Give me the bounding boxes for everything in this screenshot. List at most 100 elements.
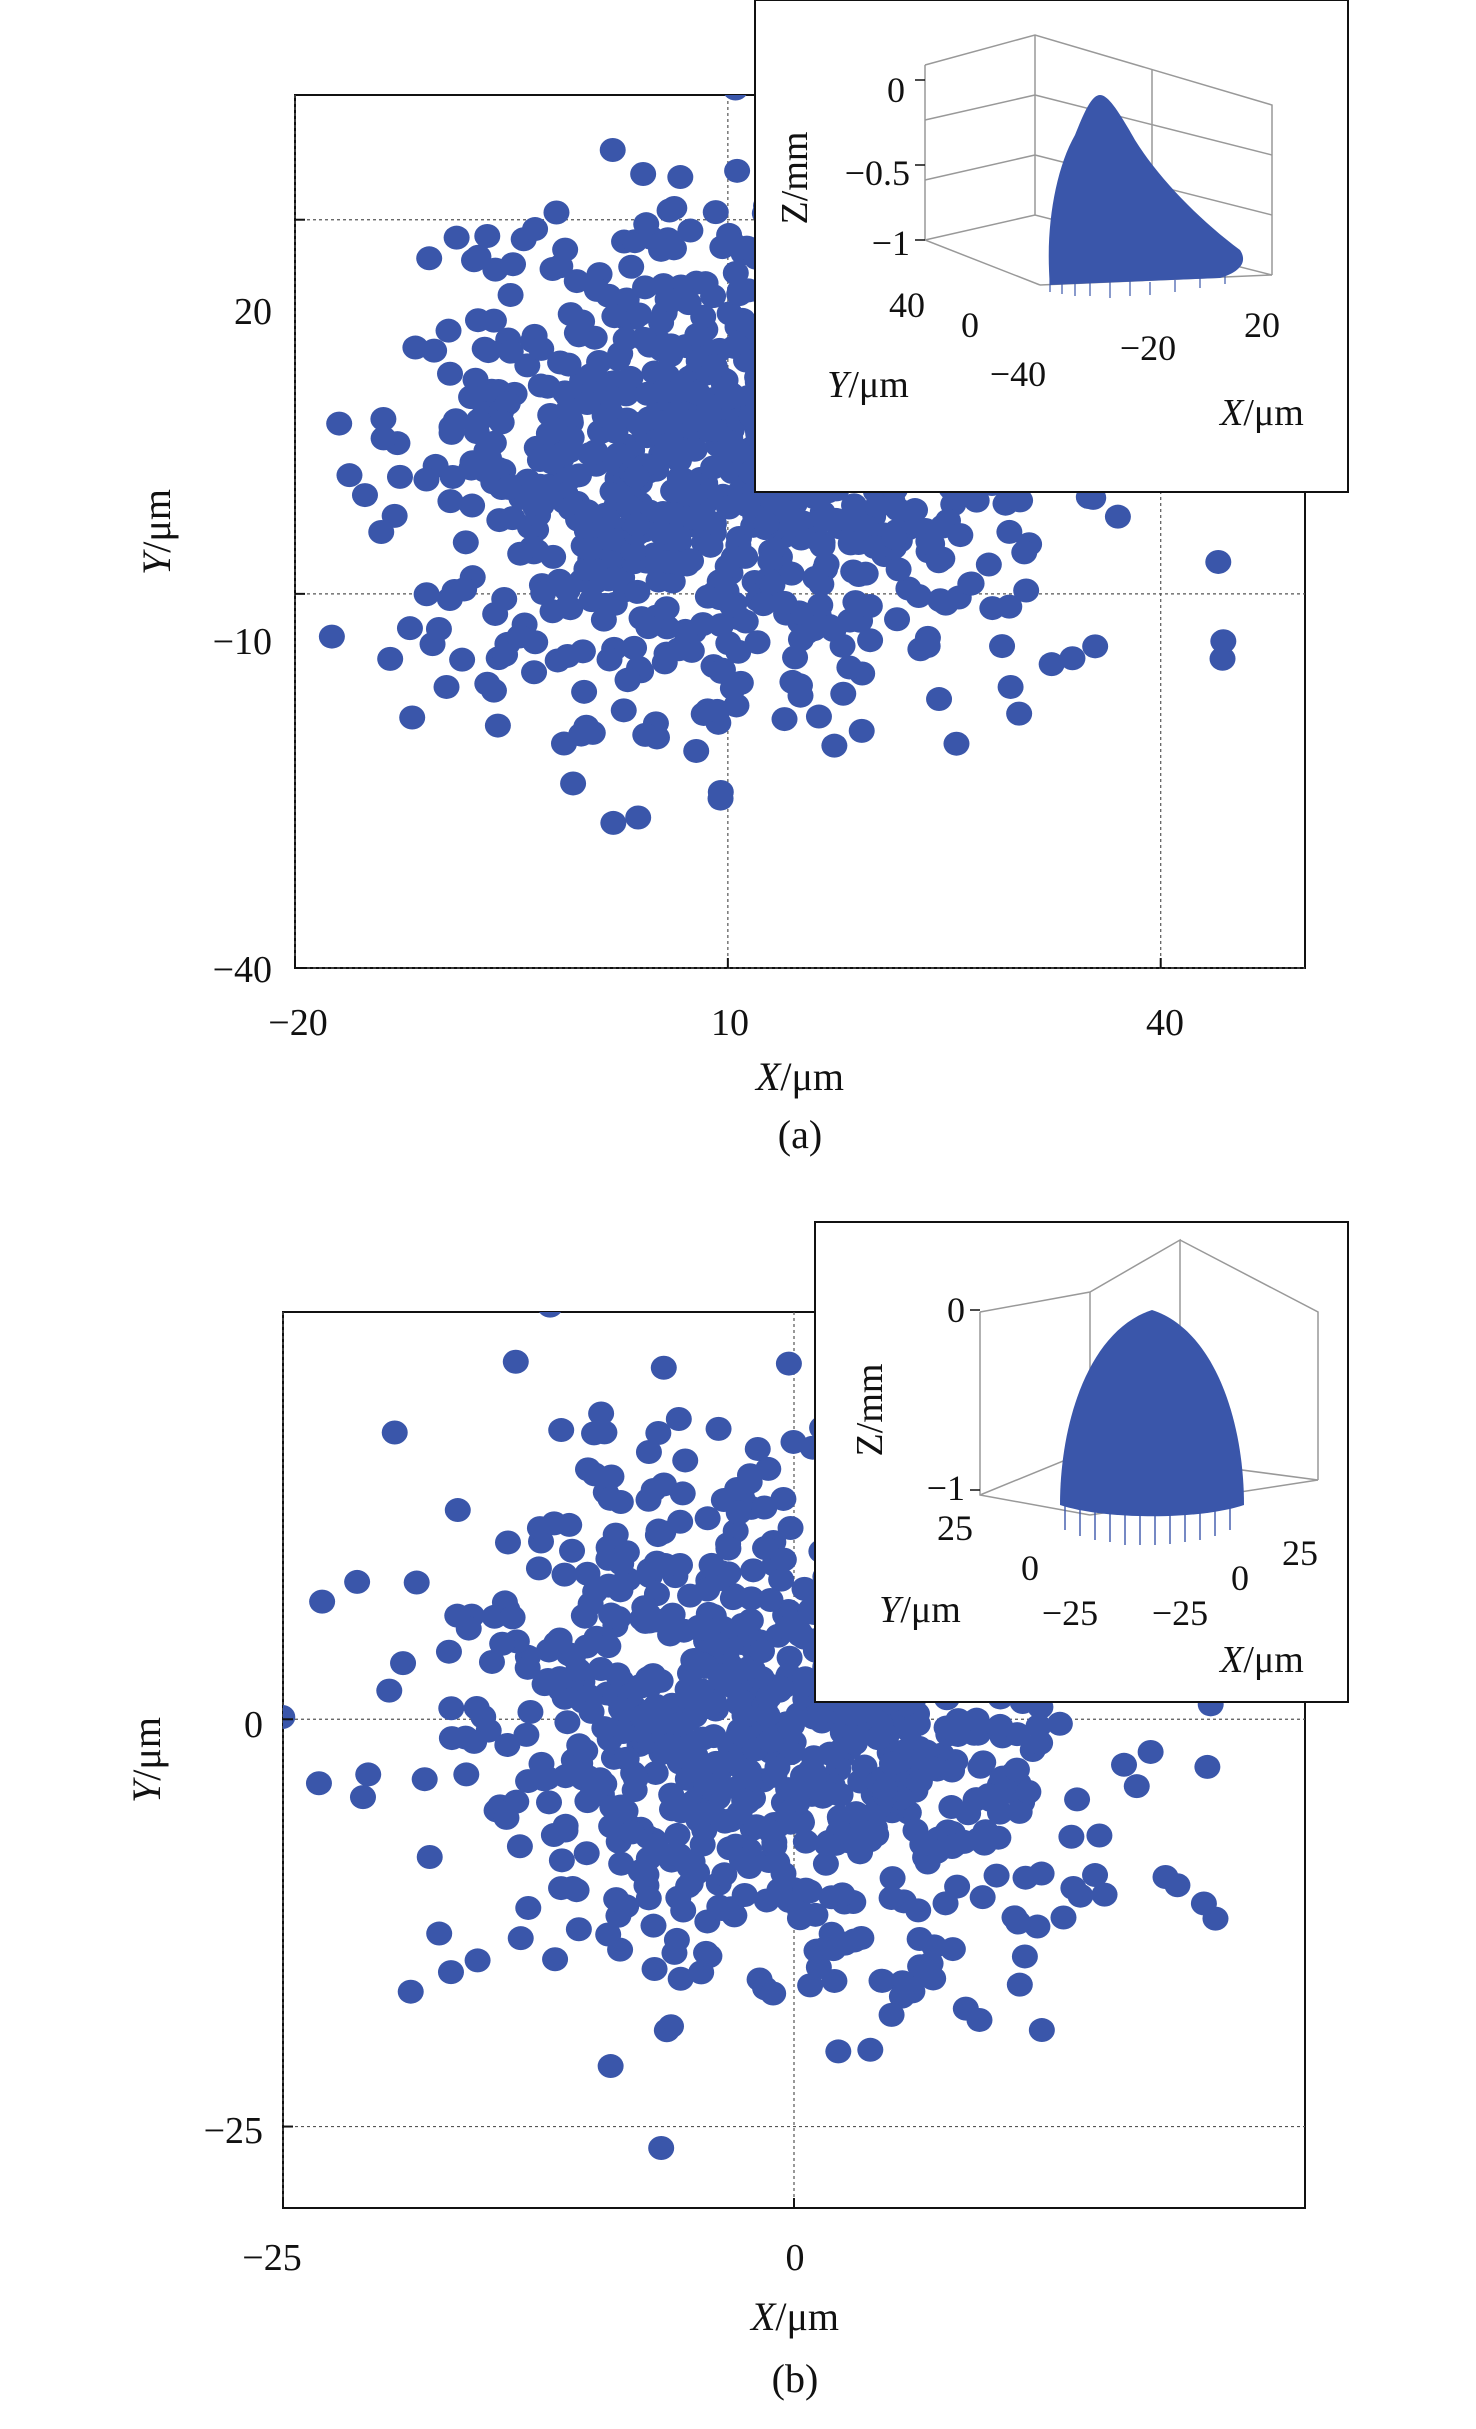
scatter-point [528,336,555,361]
scatter-point [437,489,464,514]
scatter-point [521,660,548,685]
scatter-point [777,1516,804,1541]
scatter-point [452,530,479,555]
scatter-point [1006,701,1033,726]
scatter-point [963,1707,990,1732]
scatter-point [563,269,590,294]
scatter-point [871,1776,898,1801]
scatter-point [574,499,601,524]
scatter-point [885,557,912,582]
scatter-point [552,237,579,262]
scatter-point [607,1578,634,1603]
scatter-point [778,561,805,586]
scatter-point [947,523,974,548]
scatter-point [986,1800,1013,1825]
scatter-point [525,1556,552,1581]
scatter-point [438,1696,465,1721]
scatter-point [635,1846,662,1871]
scatter-point [517,1699,544,1724]
scatter-point [837,531,864,556]
scatter-point [599,1795,626,1820]
scatter-point [1013,578,1040,603]
scatter-point [653,641,680,666]
scatter-point [697,1692,724,1717]
scatter-point [774,1615,801,1640]
scatter-point [752,1536,779,1561]
scatter-point [640,1477,667,1502]
scatter-point [768,1567,795,1592]
scatter-point [645,1518,672,1543]
scatter-point [921,1934,948,1959]
scatter-point [772,499,799,524]
scatter-point [548,1876,575,1901]
scatter-point [681,437,708,462]
scatter-point [705,1416,732,1441]
tick-marks-b [282,1718,795,2208]
scatter-point [836,655,863,680]
scatter-point [711,1862,738,1887]
scatter-point [726,1800,753,1825]
scatter-point [1210,629,1237,654]
scatter-point [349,1785,376,1810]
scatter-point [574,391,601,416]
scatter-point [396,616,423,641]
scatter-point [1006,1972,1033,1997]
scatter-point [494,1530,521,1555]
scatter-point [955,1801,982,1826]
scatter-point [554,1710,581,1735]
scatter-point [494,391,521,416]
scatter-point [1064,1787,1091,1812]
scatter-point [989,634,1016,659]
scatter-point [569,639,596,664]
scatter-point [919,532,946,557]
scatter-point [896,1718,923,1743]
scatter-point [926,687,953,712]
scatter-point [370,407,397,432]
scatter-point [1060,1875,1087,1900]
scatter-point [800,617,827,642]
scatter-point [716,1836,743,1861]
panel-b: 0 −25 −25 0 X/μm Y/μm (b) [124,1221,1349,2401]
scatter-point [814,1832,841,1857]
scatter-point [318,624,345,649]
scatter-point [918,1756,945,1781]
scatter-point [857,628,884,653]
scatter-point [708,659,735,684]
scatter-point [543,200,570,225]
inset-ticks-b [970,1309,980,1491]
scatter-point [731,1703,758,1728]
scatter-point [1011,540,1038,565]
scatter-point [610,698,637,723]
scatter-point [560,771,587,796]
scatter-point [958,571,985,596]
scatter-point [664,1822,691,1847]
scatter-point [513,1722,540,1747]
scatter-point [775,1351,802,1376]
scatter-point [621,635,648,660]
scatter-point [861,535,888,560]
scatter-point [543,1630,570,1655]
scatter-point [648,520,675,545]
scatter-point [578,1784,605,1809]
inset-ticks-a [915,79,925,241]
scatter-point [635,1886,662,1911]
scatter-point [489,1631,516,1656]
scatter-point [722,260,749,285]
scatter-point [679,1849,706,1874]
scatter-point [576,536,603,561]
scatter-point [792,1877,819,1902]
scatter-point [444,1603,471,1628]
scatter-point [677,1583,704,1608]
scatter-point [596,647,623,672]
scatter-point [680,505,707,530]
scatter-point [575,1765,602,1790]
scatter-point [466,408,493,433]
scatter-point [667,1509,694,1534]
scatter-point [421,338,448,363]
inset-z-label-a: Z/mm [774,132,816,225]
scatter-point [776,1645,803,1670]
scatter-point [907,1954,934,1979]
scatter-point [996,594,1023,619]
scatter-point [945,1708,972,1733]
tick-marks-a [294,218,1162,969]
